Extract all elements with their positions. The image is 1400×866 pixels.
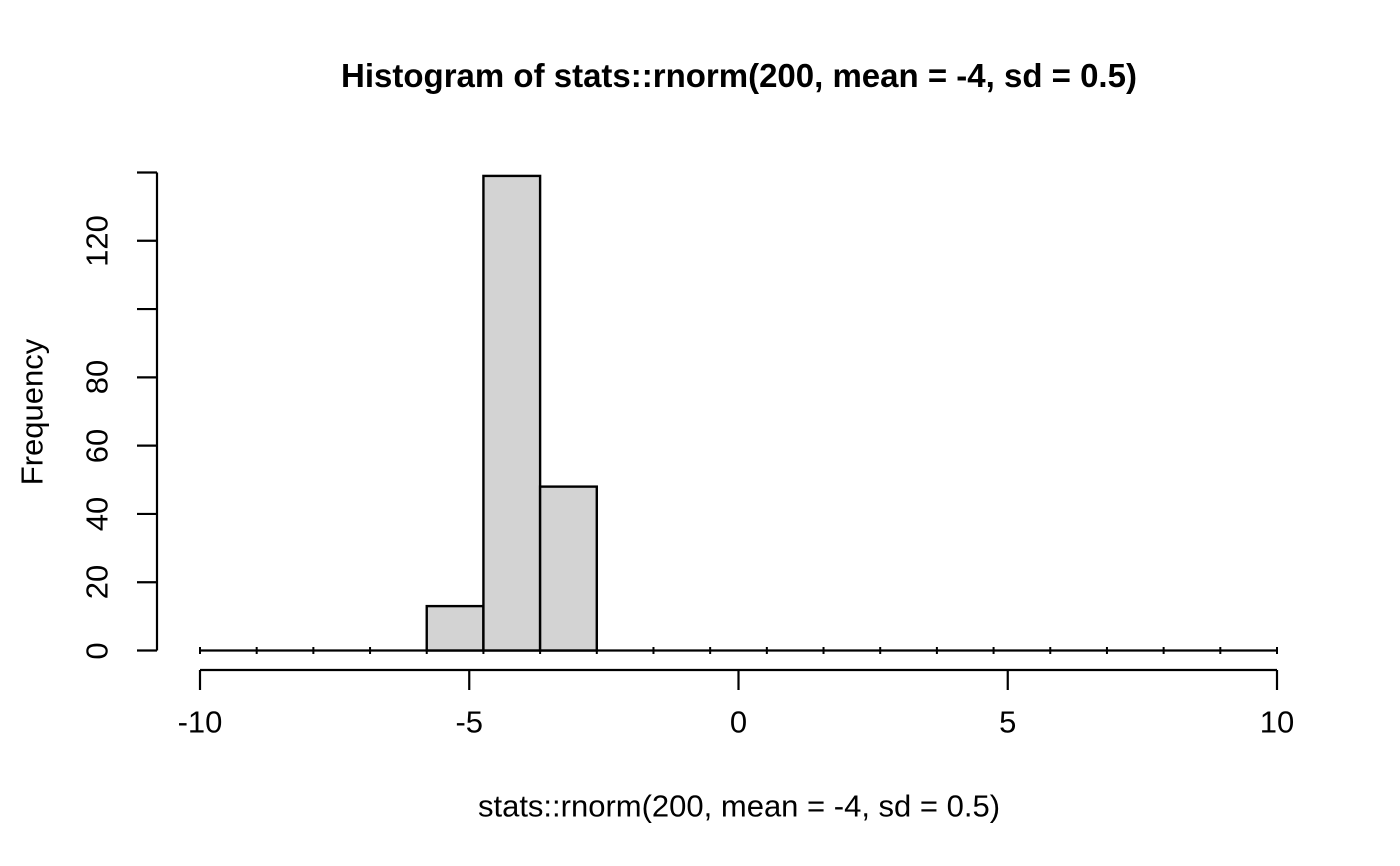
- x-tick-label: 5: [999, 704, 1017, 740]
- x-tick-label: 10: [1259, 704, 1295, 740]
- y-axis-label: Frequency: [14, 338, 50, 486]
- histogram-bar: [482, 174, 542, 652]
- y-tick-label: 40: [79, 496, 115, 532]
- x-tick-label: 0: [729, 704, 748, 740]
- y-tick-label: 20: [79, 564, 115, 600]
- x-tick-label: -10: [177, 704, 223, 740]
- x-tick-label: -5: [455, 704, 484, 740]
- y-tick-label: 120: [79, 214, 115, 267]
- chart-title: Histogram of stats::rnorm(200, mean = -4…: [341, 57, 1137, 94]
- y-tick-label: 60: [79, 428, 115, 463]
- y-tick-label: 80: [79, 360, 115, 395]
- y-tick-label: 0: [79, 641, 115, 660]
- histogram-bar: [538, 485, 598, 652]
- x-axis-label: stats::rnorm(200, mean = -4, sd = 0.5): [477, 788, 1001, 824]
- histogram-bar: [425, 604, 485, 652]
